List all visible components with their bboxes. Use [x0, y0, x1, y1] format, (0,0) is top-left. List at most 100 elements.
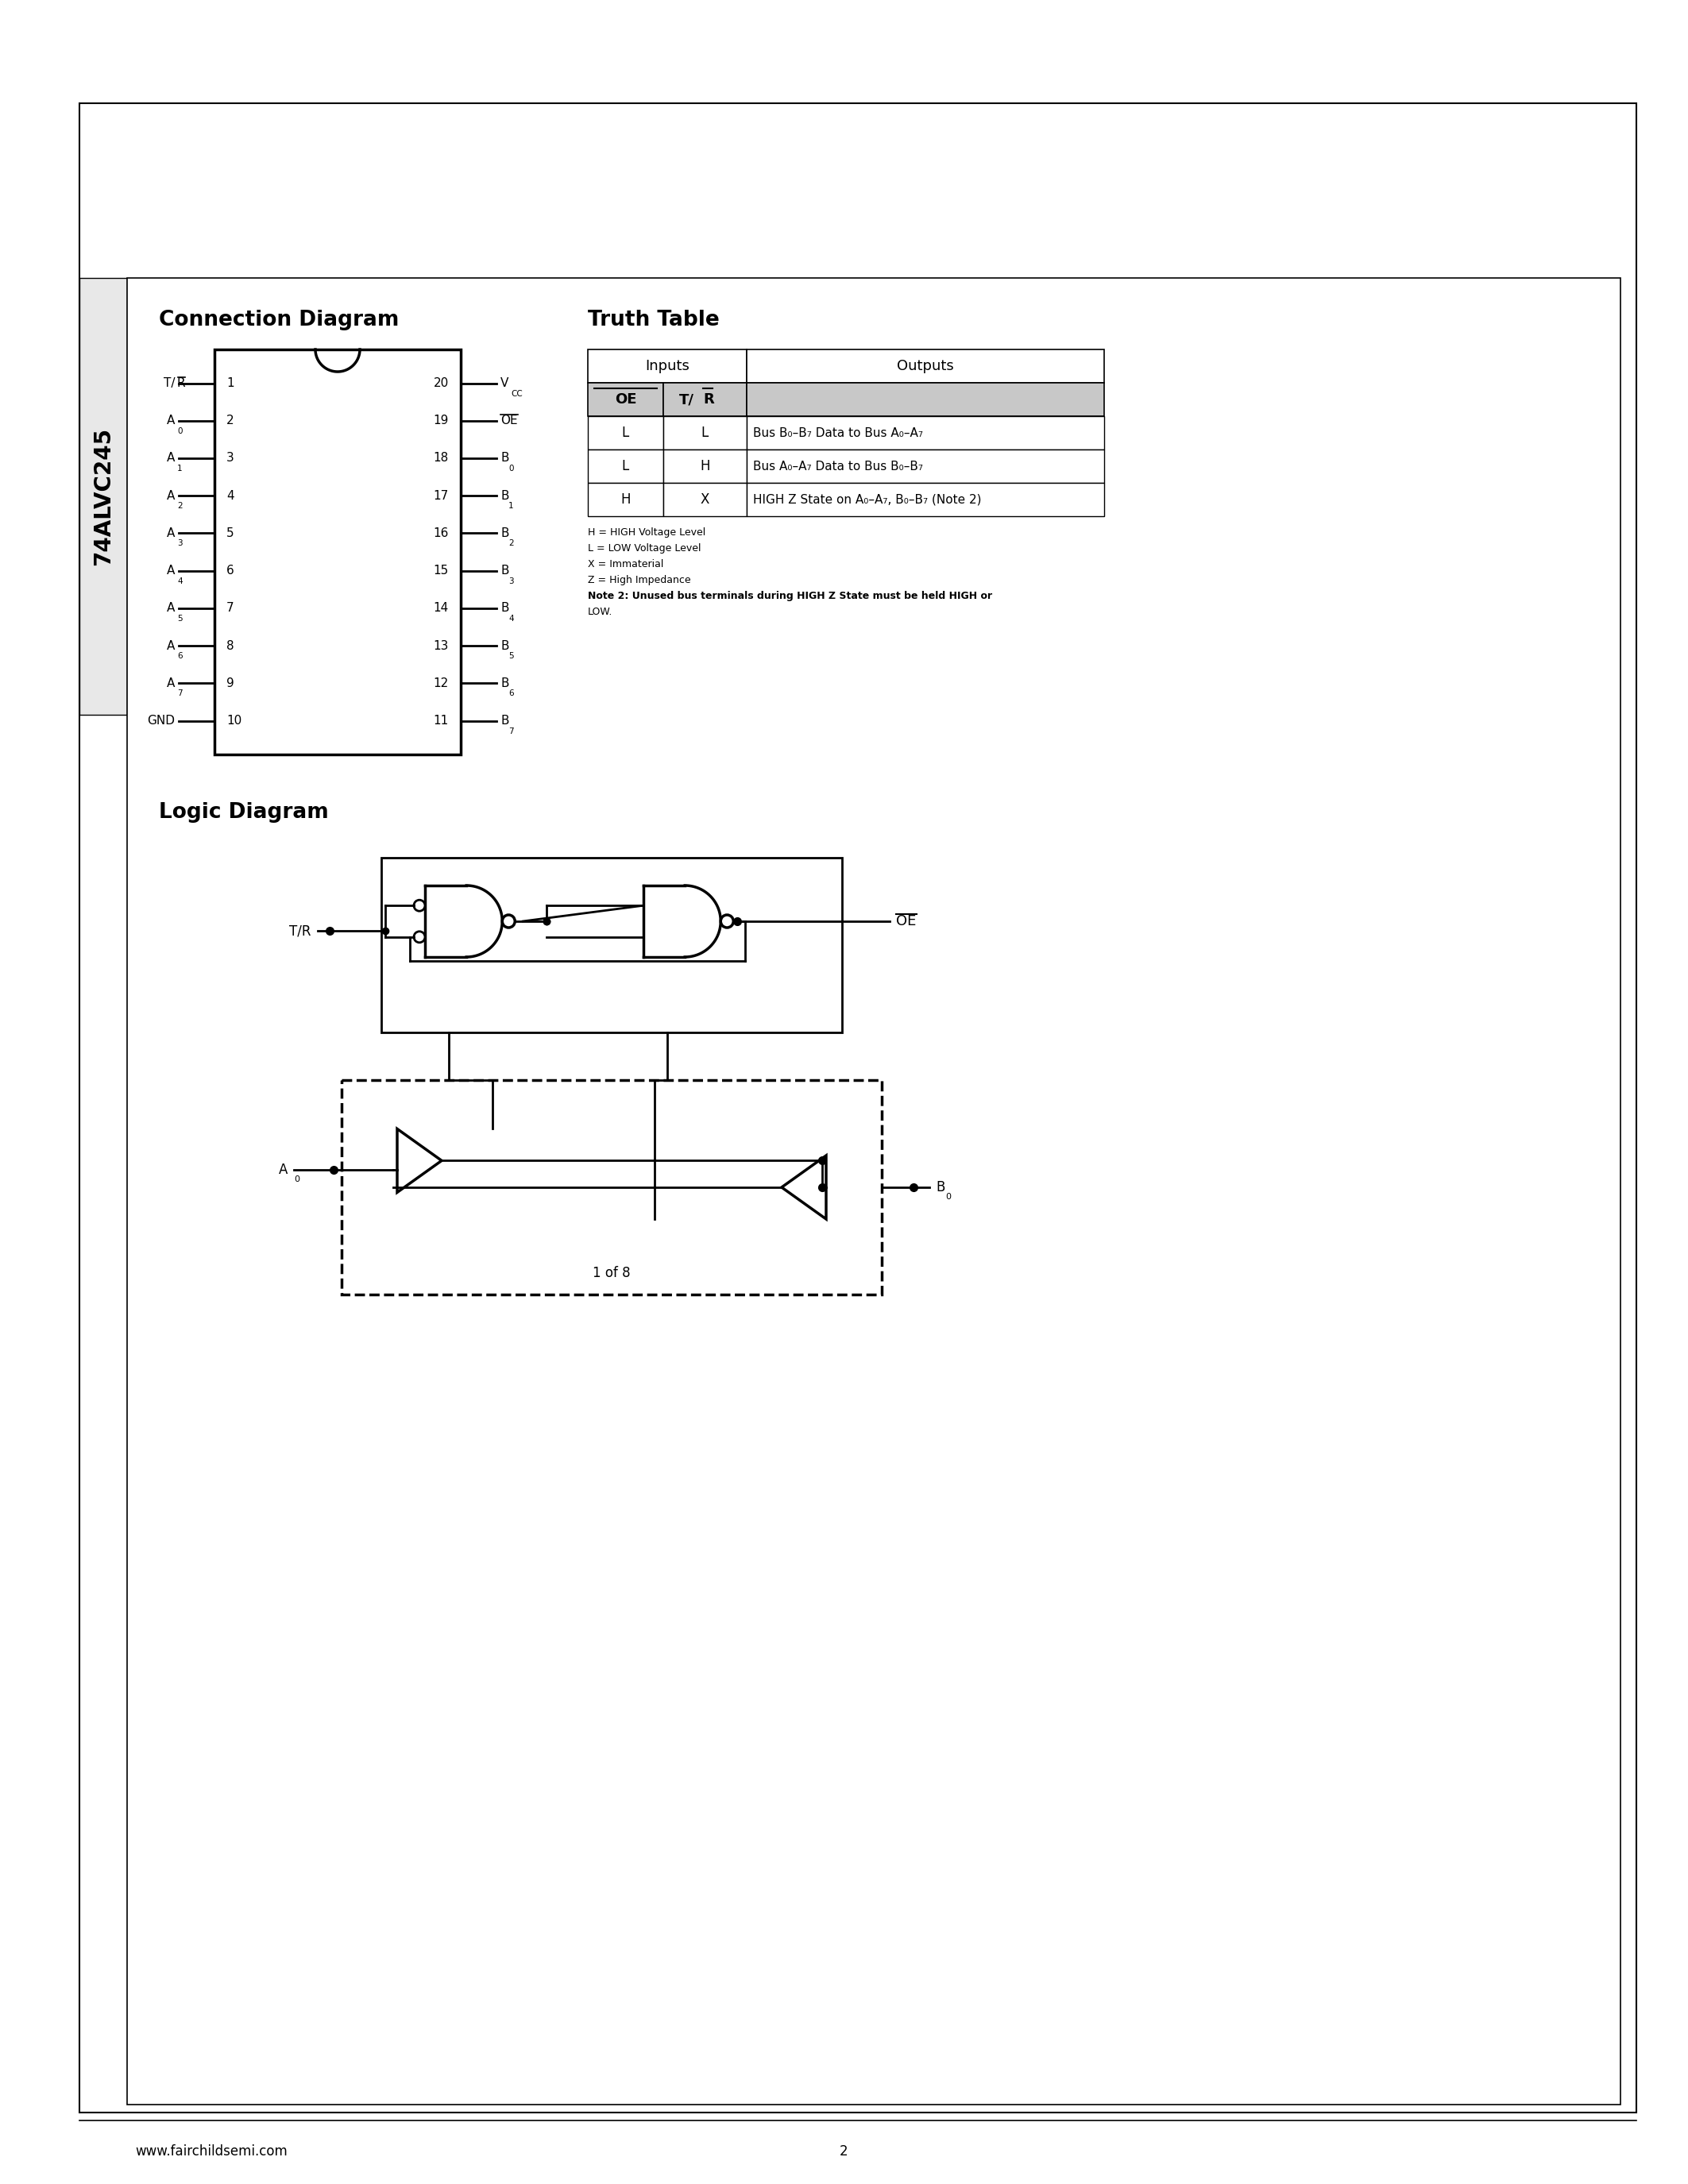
Text: 7: 7 — [226, 603, 235, 614]
Text: 4: 4 — [508, 614, 513, 622]
Text: Connection Diagram: Connection Diagram — [159, 310, 398, 330]
Bar — [587, 417, 663, 450]
Text: 5: 5 — [508, 653, 513, 660]
Text: 12: 12 — [434, 677, 449, 690]
Text: H: H — [701, 459, 711, 474]
Text: 3: 3 — [226, 452, 235, 465]
Text: A: A — [167, 677, 176, 690]
Text: 15: 15 — [434, 566, 449, 577]
Text: V: V — [500, 378, 508, 389]
Text: B: B — [935, 1179, 945, 1195]
Text: B: B — [500, 640, 508, 651]
Bar — [746, 417, 1104, 450]
Text: R: R — [702, 393, 714, 406]
Text: H = HIGH Voltage Level: H = HIGH Voltage Level — [587, 526, 706, 537]
Bar — [746, 349, 1104, 382]
Bar — [587, 349, 746, 382]
Text: 1: 1 — [226, 378, 235, 389]
Text: OE: OE — [614, 393, 636, 406]
Text: L = LOW Voltage Level: L = LOW Voltage Level — [587, 544, 701, 553]
Text: B: B — [500, 566, 508, 577]
Text: 4: 4 — [177, 577, 182, 585]
Circle shape — [414, 930, 425, 943]
Text: 16: 16 — [434, 526, 449, 539]
Text: CC: CC — [511, 389, 523, 397]
Text: 1 of 8: 1 of 8 — [592, 1267, 631, 1280]
Text: B: B — [500, 489, 508, 502]
Text: T/R: T/R — [290, 924, 311, 939]
Text: 2: 2 — [508, 539, 513, 548]
Bar — [79, 277, 127, 714]
Text: 4: 4 — [226, 489, 235, 502]
Text: 10: 10 — [226, 714, 241, 727]
Text: OE: OE — [896, 915, 917, 928]
Text: www.fairchildsemi.com: www.fairchildsemi.com — [135, 2145, 287, 2158]
Bar — [341, 1081, 881, 1295]
Text: 7: 7 — [508, 727, 513, 736]
Text: 13: 13 — [434, 640, 449, 651]
Text: A: A — [167, 452, 176, 465]
Text: 2: 2 — [177, 502, 182, 511]
Bar — [587, 382, 663, 417]
Text: Z = High Impedance: Z = High Impedance — [587, 574, 690, 585]
Text: 5: 5 — [226, 526, 235, 539]
Text: 7: 7 — [177, 690, 182, 697]
Text: HIGH Z State on A₀–A₇, B₀–B₇ (Note 2): HIGH Z State on A₀–A₇, B₀–B₇ (Note 2) — [753, 494, 981, 505]
Text: 6: 6 — [508, 690, 513, 697]
Bar — [663, 417, 746, 450]
Text: 3: 3 — [508, 577, 513, 585]
Text: 14: 14 — [434, 603, 449, 614]
Bar — [746, 382, 1104, 417]
Text: A: A — [167, 603, 176, 614]
Text: 5: 5 — [177, 614, 182, 622]
Text: 0: 0 — [508, 465, 513, 472]
Text: GND: GND — [147, 714, 176, 727]
Text: T/: T/ — [164, 378, 176, 389]
Text: L: L — [621, 459, 630, 474]
Bar — [663, 450, 746, 483]
Bar — [746, 483, 1104, 515]
Text: B: B — [500, 452, 508, 465]
Bar — [746, 450, 1104, 483]
Text: 9: 9 — [226, 677, 235, 690]
Text: 20: 20 — [434, 378, 449, 389]
Circle shape — [721, 915, 733, 928]
Text: Inputs: Inputs — [645, 358, 689, 373]
Text: B: B — [500, 603, 508, 614]
Text: R: R — [177, 378, 186, 389]
Text: A: A — [167, 489, 176, 502]
Text: 0: 0 — [177, 428, 182, 435]
Text: 0: 0 — [945, 1192, 950, 1201]
Circle shape — [503, 915, 515, 928]
Text: L: L — [701, 426, 709, 439]
Text: 3: 3 — [177, 539, 182, 548]
Text: A: A — [167, 526, 176, 539]
Bar — [587, 450, 663, 483]
Text: 19: 19 — [434, 415, 449, 426]
Text: 6: 6 — [226, 566, 235, 577]
Bar — [587, 483, 663, 515]
Text: 2: 2 — [226, 415, 235, 426]
Text: Logic Diagram: Logic Diagram — [159, 802, 329, 823]
Bar — [381, 858, 842, 1033]
Bar — [663, 483, 746, 515]
Text: Bus B₀–B₇ Data to Bus A₀–A₇: Bus B₀–B₇ Data to Bus A₀–A₇ — [753, 426, 923, 439]
Text: LOW.: LOW. — [587, 607, 613, 618]
Text: 6: 6 — [177, 653, 182, 660]
Text: OE: OE — [500, 415, 518, 426]
Text: 1: 1 — [177, 465, 182, 472]
Text: X: X — [701, 491, 709, 507]
Text: Note 2: Unused bus terminals during HIGH Z State must be held HIGH or: Note 2: Unused bus terminals during HIGH… — [587, 592, 993, 601]
Text: 17: 17 — [434, 489, 449, 502]
Text: A: A — [279, 1164, 287, 1177]
Bar — [214, 349, 461, 753]
Text: Truth Table: Truth Table — [587, 310, 719, 330]
Text: Outputs: Outputs — [896, 358, 954, 373]
Text: H: H — [621, 491, 631, 507]
Text: T/: T/ — [679, 393, 694, 406]
Text: 8: 8 — [226, 640, 235, 651]
Text: 2: 2 — [839, 2145, 847, 2158]
Text: L: L — [621, 426, 630, 439]
Text: 11: 11 — [434, 714, 449, 727]
Text: 1: 1 — [508, 502, 513, 511]
